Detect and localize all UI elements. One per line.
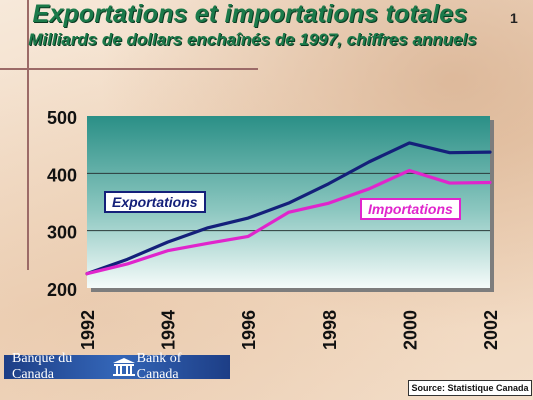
decorative-vertical-line (27, 0, 29, 270)
x-tick-label: 2000 (400, 310, 420, 350)
y-tick-label: 500 (47, 108, 77, 128)
logo-text-en: Bank of Canada (136, 351, 182, 382)
decorative-horizontal-line (0, 68, 258, 70)
bank-of-canada-logo: Banque du Canada Bank of Canada (4, 351, 230, 382)
legend-importations: Importations (360, 198, 461, 220)
logo-text-fr: Banque du Canada (12, 351, 73, 382)
y-tick-label: 200 (47, 280, 77, 300)
x-tick-label: 1998 (320, 310, 340, 350)
y-tick-label: 400 (47, 165, 77, 185)
series-line-importations (85, 168, 492, 276)
x-tick-label: 2002 (481, 310, 501, 350)
series-line-exportations (85, 141, 492, 276)
slide-number: 1 (510, 10, 518, 26)
bank-building-icon (112, 356, 137, 378)
chart-subtitle: Milliards de dollars enchaînés de 1997, … (28, 30, 477, 49)
chart-title: Exportations et importations totales (32, 0, 468, 28)
x-tick-label: 1994 (159, 310, 179, 350)
legend-exportations: Exportations (104, 191, 206, 213)
source-note: Source: Statistique Canada (408, 380, 532, 396)
x-tick-label: 1992 (78, 310, 98, 350)
y-tick-label: 300 (47, 223, 77, 243)
x-tick-label: 1996 (239, 310, 259, 350)
